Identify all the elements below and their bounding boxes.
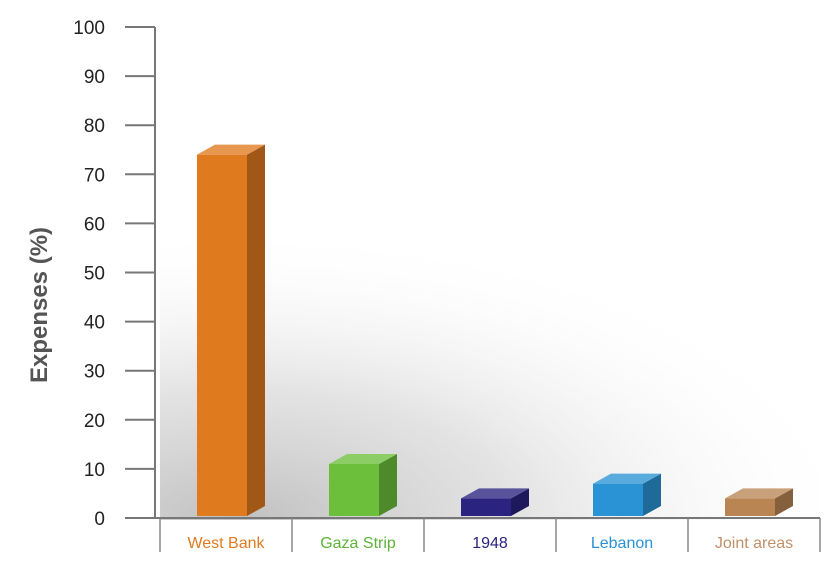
y-tick-label: 70	[84, 165, 105, 186]
y-tick-label: 0	[94, 509, 105, 530]
y-tick-label: 60	[84, 214, 105, 235]
x-tick-label: Gaza Strip	[320, 535, 396, 552]
bar-front	[725, 498, 775, 516]
bar-side	[643, 473, 661, 516]
y-tick-label: 10	[84, 460, 105, 481]
y-tick-label: 50	[84, 264, 105, 285]
bar	[725, 488, 793, 516]
x-tick-label: West Bank	[187, 535, 265, 552]
bar-side	[379, 453, 397, 516]
bar-top	[329, 453, 397, 464]
y-tick-label: 20	[84, 411, 105, 432]
bar-top	[725, 488, 793, 499]
bar	[329, 453, 397, 516]
bar-front	[329, 463, 379, 516]
bar-front	[197, 154, 247, 516]
bar	[461, 488, 529, 516]
bar-top	[461, 488, 529, 499]
bar-top	[197, 144, 265, 155]
bar	[593, 473, 661, 516]
bar	[197, 144, 265, 516]
bar-side	[511, 488, 529, 516]
y-tick-label: 40	[84, 313, 105, 334]
y-axis-label: Expenses (%)	[26, 227, 53, 383]
x-tick-label: 1948	[472, 535, 508, 552]
plot-background-shade	[160, 210, 820, 520]
y-tick-label: 80	[84, 116, 105, 137]
x-tick-label: Joint areas	[715, 535, 793, 552]
bar-front	[593, 483, 643, 516]
x-tick-label: Lebanon	[591, 535, 653, 552]
bar-front	[461, 498, 511, 516]
bar-side	[775, 488, 793, 516]
bar-side	[247, 144, 265, 516]
y-tick-label: 30	[84, 362, 105, 383]
y-tick-label: 90	[84, 67, 105, 88]
y-tick-label: 100	[73, 18, 105, 39]
bar-top	[593, 473, 661, 484]
